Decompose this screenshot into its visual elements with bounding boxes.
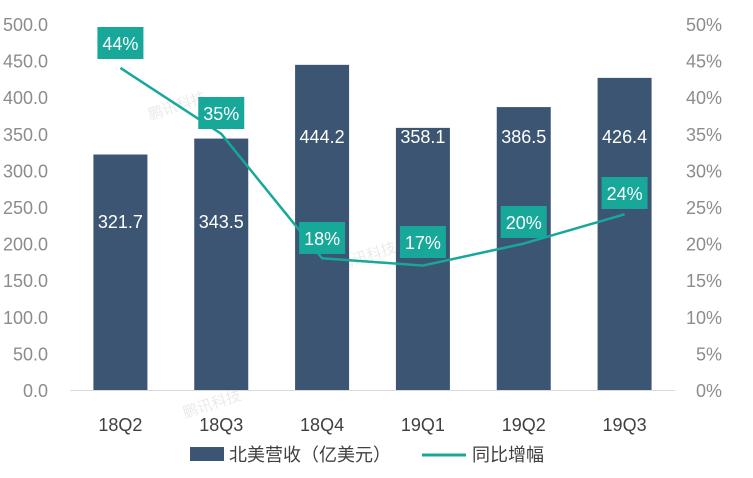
- legend-bar-swatch: [190, 447, 224, 461]
- legend: 北美营收（亿美元） 同比增幅: [190, 445, 544, 466]
- left-tick-label: 50.0: [13, 344, 48, 364]
- line-label-text: 20%: [506, 213, 542, 233]
- left-tick-label: 450.0: [3, 52, 48, 72]
- category-label: 19Q1: [401, 415, 445, 435]
- bar-value-label: 386.5: [501, 127, 546, 147]
- bar-value-label: 343.5: [199, 212, 244, 232]
- right-tick-label: 0%: [696, 381, 722, 401]
- left-tick-label: 300.0: [3, 161, 48, 181]
- line-label-text: 35%: [203, 104, 239, 124]
- right-y-axis: 0% 5% 10% 15% 20% 25% 30% 35% 40% 45% 50%: [686, 15, 722, 401]
- bar-value-label: 321.7: [98, 212, 143, 232]
- bar-value-label: 426.4: [602, 127, 647, 147]
- line-label-box: [601, 177, 648, 209]
- line-label-text: 24%: [607, 184, 643, 204]
- line-value-label: 18%: [299, 222, 346, 254]
- right-tick-label: 30%: [686, 161, 722, 181]
- left-tick-label: 0.0: [23, 381, 48, 401]
- right-tick-label: 15%: [686, 271, 722, 291]
- right-tick-label: 5%: [696, 344, 722, 364]
- legend-line-label: 同比增幅: [472, 445, 544, 466]
- category-label: 18Q4: [300, 415, 344, 435]
- right-tick-label: 35%: [686, 125, 722, 145]
- bar-18Q2: [93, 154, 148, 390]
- right-tick-label: 25%: [686, 198, 722, 218]
- bar-value-label: 444.2: [300, 127, 345, 147]
- line-label-box: [500, 206, 547, 238]
- bar-19Q3: [597, 77, 652, 391]
- category-label: 18Q2: [98, 415, 142, 435]
- left-tick-label: 150.0: [3, 271, 48, 291]
- right-tick-label: 40%: [686, 88, 722, 108]
- line-value-label: 17%: [399, 226, 446, 258]
- line-value-label: 20%: [500, 206, 547, 238]
- line-label-box: [299, 222, 346, 254]
- line-label-box: [97, 27, 144, 59]
- category-label: 19Q3: [603, 415, 647, 435]
- left-tick-label: 200.0: [3, 235, 48, 255]
- bar-18Q3: [194, 138, 249, 390]
- left-tick-label: 350.0: [3, 125, 48, 145]
- line-value-label: 24%: [601, 177, 648, 209]
- line-label-text: 17%: [405, 233, 441, 253]
- legend-bar-label: 北美营收（亿美元）: [229, 445, 391, 466]
- left-tick-label: 400.0: [3, 88, 48, 108]
- line-value-label: 44%: [97, 27, 144, 59]
- right-tick-label: 45%: [686, 52, 722, 72]
- bar-19Q1: [395, 127, 450, 391]
- line-label-box: [399, 226, 446, 258]
- left-tick-label: 100.0: [3, 308, 48, 328]
- line-label-text: 18%: [304, 229, 340, 249]
- line-label-text: 44%: [102, 34, 138, 54]
- x-axis-categories: 18Q2 18Q3 18Q4 19Q1 19Q2 19Q3: [98, 415, 646, 435]
- right-tick-label: 50%: [686, 15, 722, 35]
- category-label: 18Q3: [199, 415, 243, 435]
- line-label-box: [198, 97, 245, 129]
- bar-value-label: 358.1: [400, 127, 445, 147]
- line-labels: 44% 35% 18% 17% 20% 24%: [97, 27, 648, 258]
- left-tick-label: 250.0: [3, 198, 48, 218]
- category-label: 19Q2: [502, 415, 546, 435]
- right-tick-label: 10%: [686, 308, 722, 328]
- line-value-label: 35%: [198, 97, 245, 129]
- left-y-axis: 0.0 50.0 100.0 150.0 200.0 250.0 300.0 350.0 400…: [3, 15, 48, 401]
- bar-labels: 321.7 343.5 444.2 358.1 386.5 426.4: [98, 127, 647, 232]
- right-tick-label: 20%: [686, 235, 722, 255]
- left-tick-label: 500.0: [3, 15, 48, 35]
